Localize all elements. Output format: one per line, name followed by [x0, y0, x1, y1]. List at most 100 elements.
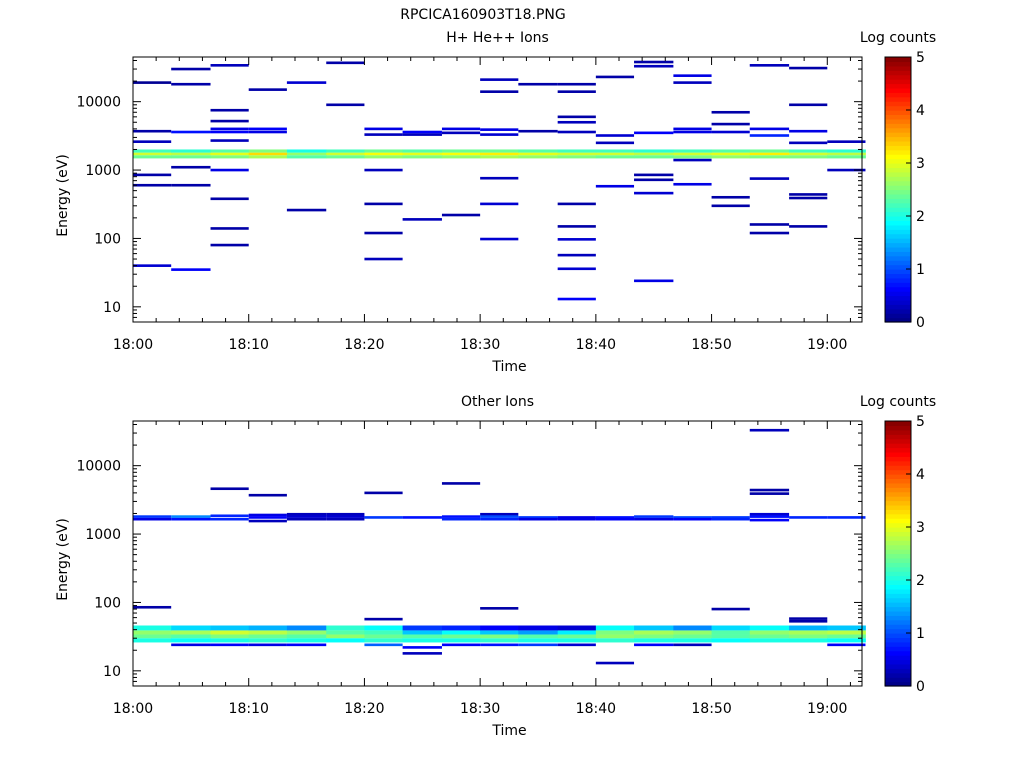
count-cell	[441, 482, 481, 485]
count-cell	[326, 103, 365, 107]
colorbar-step	[885, 584, 911, 590]
count-cell	[210, 130, 249, 134]
count-cell	[557, 225, 596, 228]
colorbar-step	[885, 132, 911, 138]
count-cell	[402, 646, 442, 649]
band-cell	[402, 630, 443, 635]
count-cell	[480, 643, 519, 647]
band-cell	[133, 149, 172, 153]
count-cell	[133, 173, 172, 177]
band-cell	[402, 634, 443, 639]
count-cell	[827, 516, 866, 519]
colorbar-step	[885, 474, 911, 480]
colorbar-step	[885, 163, 911, 169]
count-cell	[402, 516, 442, 519]
x-axis: 18:00 18:10 18:20 18:30 18:40 18:50 19:00	[113, 57, 851, 353]
count-cell	[789, 103, 828, 107]
count-cell	[210, 517, 249, 521]
colorbar-step	[885, 246, 911, 252]
band-cell	[364, 638, 404, 643]
colorbar-step	[885, 668, 911, 674]
colorbar-step	[885, 101, 911, 107]
count-cell	[557, 82, 596, 86]
x-axis-label: Time	[491, 359, 526, 375]
count-cell	[364, 168, 403, 172]
colorbar-step	[885, 211, 911, 217]
band-cell	[248, 638, 288, 643]
colorbar-step	[885, 189, 911, 195]
colorbar-tick-label: 4	[916, 103, 925, 119]
band-cell	[364, 155, 404, 159]
band-cell	[711, 625, 751, 631]
y-tick-label: 10	[103, 664, 121, 680]
count-cell	[789, 66, 828, 70]
colorbar-step	[885, 615, 911, 621]
x-tick-label: 18:50	[691, 701, 731, 717]
band-cell	[827, 155, 866, 159]
count-cell	[480, 78, 519, 81]
band-cell	[286, 634, 327, 639]
band-cell	[789, 638, 828, 643]
count-cell	[364, 127, 403, 131]
x-tick-label: 18:30	[460, 337, 500, 353]
colorbar-step	[885, 527, 911, 533]
band-cell	[441, 625, 481, 631]
count-cell	[286, 81, 327, 84]
plot-frame	[132, 56, 863, 323]
colorbar-tick-label: 1	[916, 626, 925, 642]
count-cell	[634, 191, 674, 195]
count-cell	[557, 120, 596, 124]
count-cell	[749, 64, 790, 67]
energy-band	[133, 625, 866, 643]
count-cell	[441, 213, 481, 217]
band-cell	[441, 149, 481, 153]
count-cell	[789, 141, 828, 145]
colorbar-step	[885, 216, 911, 222]
band-cell	[480, 149, 519, 153]
count-cell	[595, 75, 635, 79]
count-cell	[711, 607, 750, 611]
count-cell	[557, 90, 596, 93]
band-cell	[673, 152, 712, 156]
count-cell	[557, 267, 596, 271]
count-cell	[518, 643, 558, 647]
band-cell	[595, 634, 635, 639]
count-cell	[749, 428, 790, 432]
count-cell	[789, 516, 828, 519]
count-cell	[480, 90, 519, 93]
colorbar: 0 1 2 3 4 5 Log counts	[860, 30, 936, 331]
count-cell	[364, 643, 403, 647]
colorbar-step	[885, 659, 911, 665]
band-cell	[326, 638, 365, 643]
count-cell	[557, 115, 596, 119]
count-cell	[248, 130, 287, 134]
count-cell	[595, 517, 635, 521]
x-tick-label: 18:10	[229, 701, 269, 717]
colorbar-step	[885, 193, 911, 199]
colorbar-step	[885, 61, 911, 67]
colorbar-step	[885, 531, 911, 537]
band-cell	[827, 634, 866, 639]
count-cell	[480, 512, 519, 516]
colorbar-step	[885, 610, 911, 616]
band-cell	[133, 638, 172, 643]
count-cell	[749, 488, 790, 492]
band-cell	[749, 625, 790, 631]
count-cell	[711, 110, 750, 114]
count-cell	[557, 202, 596, 206]
band-cell	[789, 149, 828, 153]
band-cell	[789, 152, 828, 156]
band-cell	[480, 625, 519, 631]
count-cell	[480, 133, 519, 136]
colorbar-step	[885, 238, 911, 244]
colorbar-step	[885, 291, 911, 297]
count-cell	[210, 119, 249, 123]
band-cell	[673, 149, 712, 153]
colorbar-step	[885, 482, 911, 488]
colorbar-step	[885, 260, 911, 266]
count-cell	[326, 512, 365, 516]
count-cell	[711, 516, 750, 519]
count-cell	[827, 643, 866, 647]
